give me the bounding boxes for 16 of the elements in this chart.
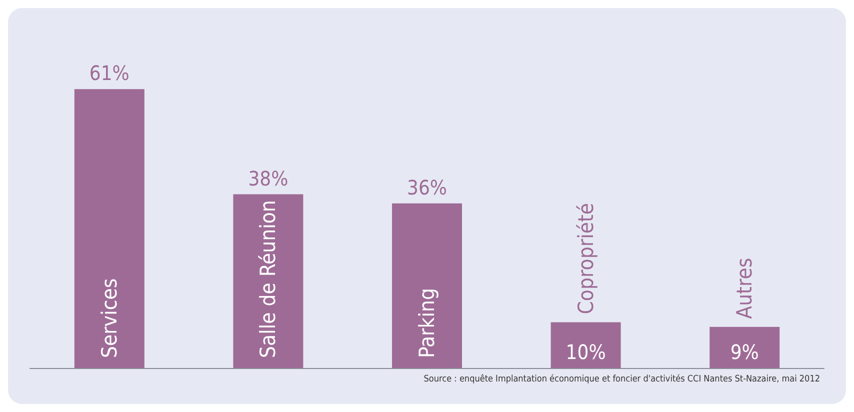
- x-tick-label: Salle de Réunion: [256, 200, 280, 358]
- data-label: 10%: [566, 340, 606, 364]
- bar: [550, 322, 621, 368]
- source-note: Source : enquête Implantation économique et foncier d'activités CCI Nantes St-Nazaire, mai 2012: [424, 374, 820, 384]
- data-label: 61%: [89, 61, 130, 86]
- x-tick-label: Parking: [415, 288, 439, 358]
- data-label: 9%: [730, 340, 759, 364]
- bar: [233, 194, 304, 368]
- data-label: 36%: [407, 175, 447, 200]
- x-tick-label: Autres: [732, 258, 757, 319]
- bar: [710, 326, 780, 368]
- data-label: 38%: [248, 166, 288, 190]
- bar: [392, 203, 462, 368]
- x-tick-label: Services: [97, 278, 122, 358]
- x-tick-label: Copropriété: [574, 203, 598, 314]
- bar: [74, 89, 144, 368]
